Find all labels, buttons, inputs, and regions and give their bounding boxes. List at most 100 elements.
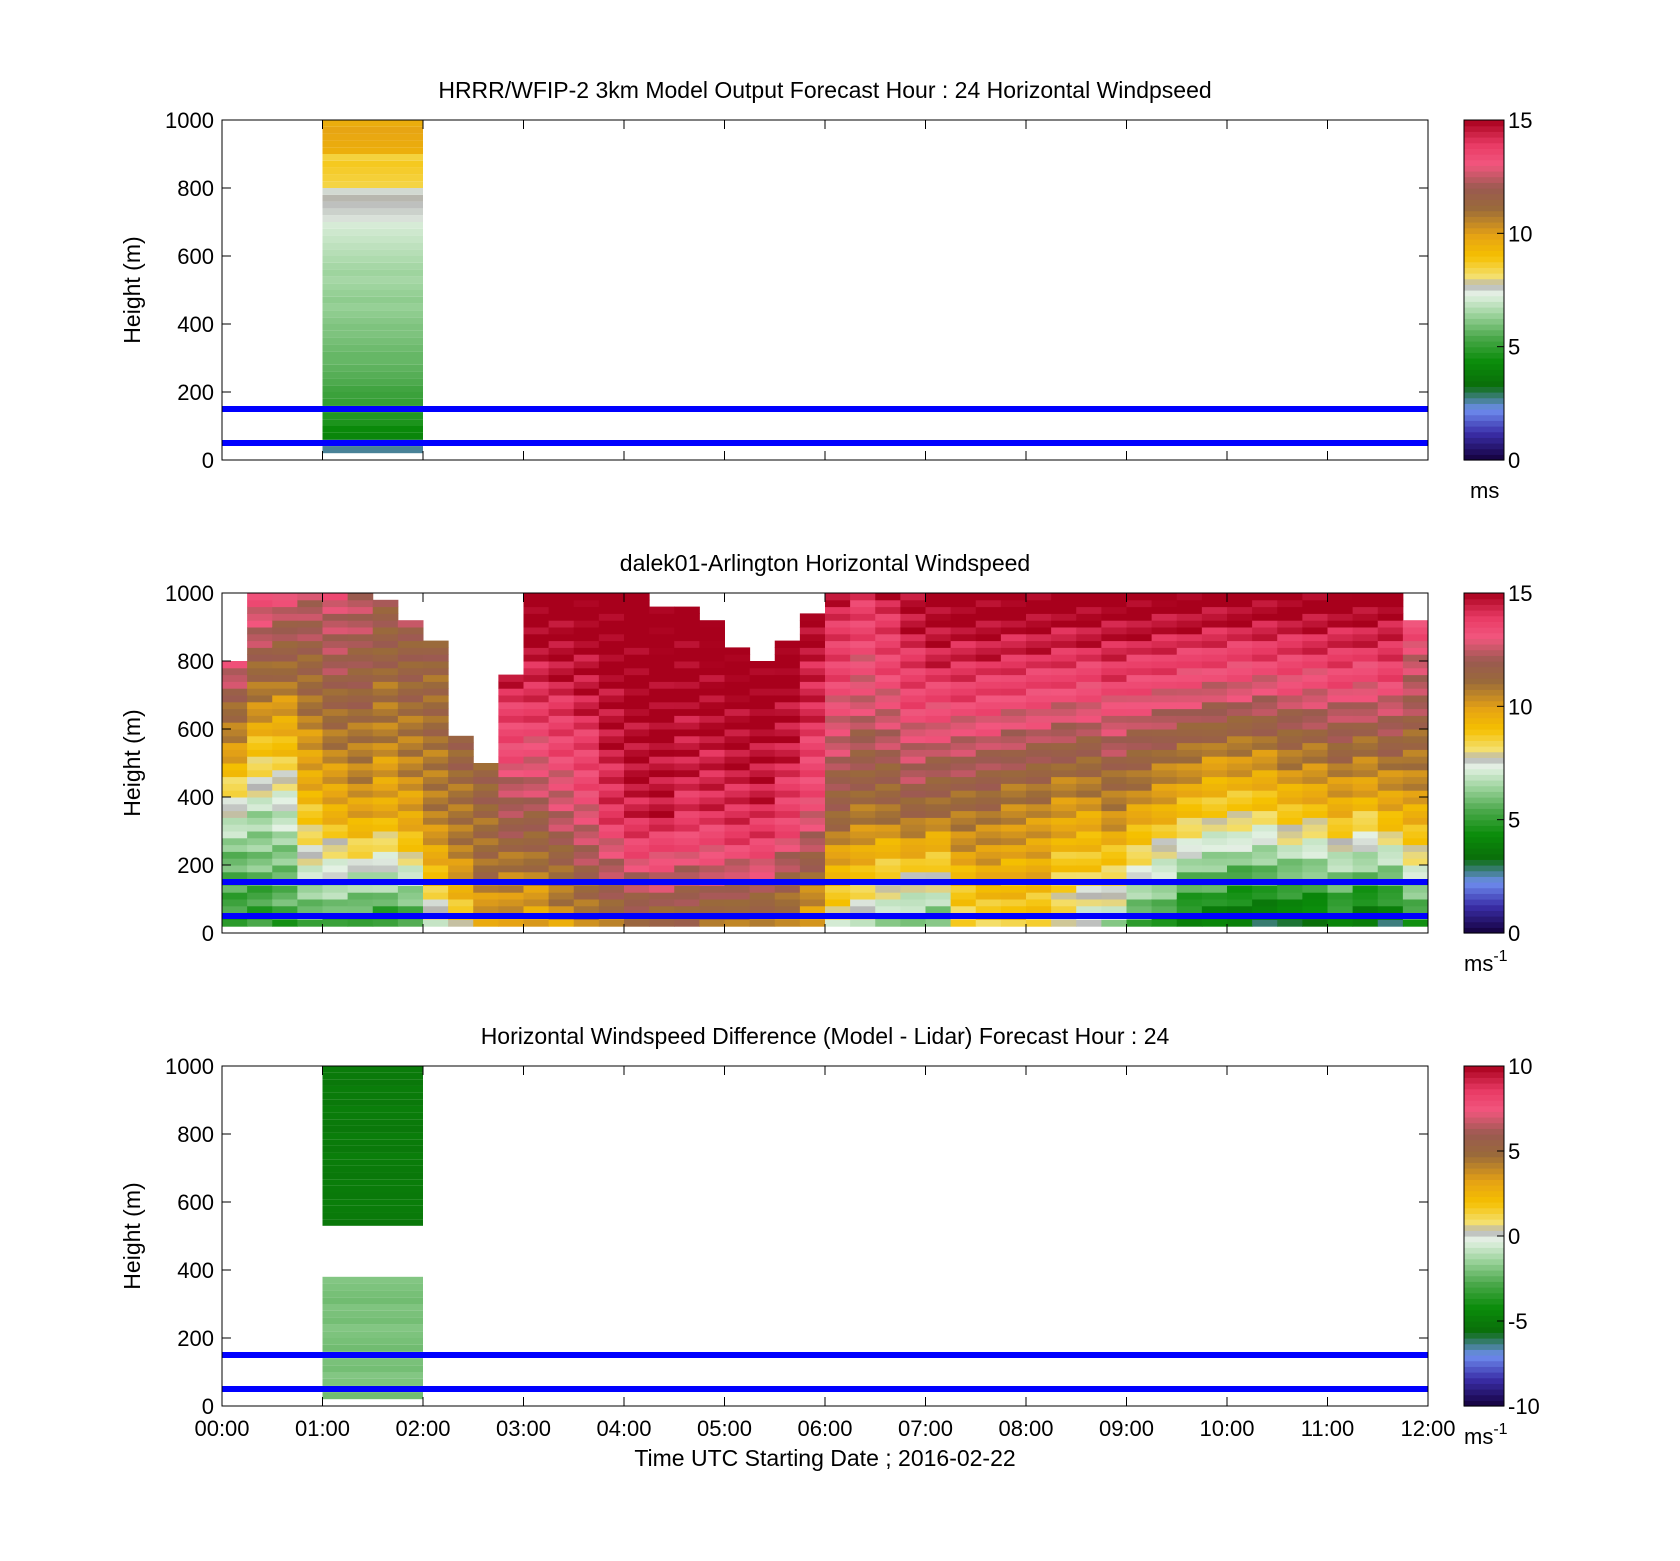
lidar-cell <box>1377 851 1404 859</box>
lidar-cell <box>247 735 273 744</box>
lidar-cell <box>825 790 851 798</box>
lidar-cell <box>1126 667 1153 676</box>
lidar-cell <box>448 735 474 744</box>
lidar-cell <box>1176 769 1203 778</box>
lidar-cell <box>1076 756 1102 764</box>
lidar-cell <box>397 640 424 648</box>
lidar-cell <box>523 627 550 635</box>
lidar-cell <box>372 606 399 614</box>
colorbar-segment <box>1464 1383 1504 1390</box>
lidar-cell <box>1277 681 1303 689</box>
colorbar-segment <box>1464 233 1504 240</box>
reference-lines <box>222 1352 1428 1392</box>
lidar-cell <box>925 593 952 601</box>
lidar-cell <box>272 640 298 648</box>
lidar-cell <box>1000 810 1027 818</box>
lidar-cell <box>699 776 725 784</box>
lidar-cell <box>1201 871 1228 880</box>
lidar-cell <box>900 865 926 873</box>
lidar-cell <box>900 756 926 764</box>
lidar-cell <box>1151 695 1178 703</box>
lidar-cell <box>1076 865 1102 873</box>
lidar-cell <box>222 674 248 682</box>
lidar-cell <box>850 735 876 744</box>
lidar-cell <box>850 620 876 628</box>
x-tick-label: 10:00 <box>1199 1416 1254 1441</box>
lidar-cell <box>498 919 524 927</box>
lidar-cell <box>1302 742 1328 750</box>
lidar-cell <box>573 695 600 703</box>
lidar-cell <box>1126 885 1153 893</box>
lidar-cell <box>850 817 876 825</box>
lidar-cell <box>774 790 801 798</box>
lidar-cell <box>347 633 374 642</box>
lidar-cell <box>1402 742 1429 750</box>
lidar-cell <box>598 871 625 880</box>
model-cell <box>322 378 423 386</box>
lidar-cell <box>1051 803 1077 812</box>
lidar-cell <box>1302 695 1328 703</box>
lidar-cell <box>1227 790 1253 798</box>
lidar-cell <box>1151 763 1178 771</box>
lidar-cell <box>649 695 675 703</box>
lidar-cell <box>1402 892 1429 900</box>
lidar-cell <box>1377 667 1404 676</box>
lidar-cell <box>573 892 600 900</box>
lidar-cell <box>649 837 675 846</box>
lidar-cell <box>322 620 349 628</box>
lidar-cell <box>1302 647 1328 655</box>
colorbar-segment <box>1464 632 1504 639</box>
lidar-cell <box>1252 695 1278 703</box>
lidar-cell <box>825 865 851 873</box>
lidar-cell <box>875 803 901 812</box>
lidar-cell <box>674 695 700 703</box>
lidar-cell <box>925 742 952 750</box>
lidar-cell <box>875 715 901 723</box>
colorbar-segment <box>1464 1151 1504 1158</box>
lidar-cell <box>799 749 826 757</box>
lidar-cell <box>598 735 625 744</box>
model-cell <box>322 228 423 236</box>
lidar-cell <box>799 783 826 791</box>
model-cell <box>322 1378 423 1386</box>
lidar-cell <box>598 851 625 859</box>
lidar-cell <box>1227 844 1253 852</box>
lidar-cell <box>1327 688 1354 696</box>
lidar-cell <box>1201 599 1228 608</box>
lidar-cell <box>975 633 1002 642</box>
lidar-cell <box>548 790 575 798</box>
lidar-cell <box>799 892 826 900</box>
lidar-cell <box>297 756 323 764</box>
lidar-cell <box>247 613 273 621</box>
lidar-cell <box>322 640 349 648</box>
lidar-cell <box>850 892 876 900</box>
model-cell <box>322 412 423 420</box>
colorbar-segment <box>1464 182 1504 189</box>
lidar-cell <box>699 905 725 914</box>
lidar-cell <box>975 885 1002 893</box>
lidar-cell <box>1101 756 1127 764</box>
lidar-cell <box>900 681 926 689</box>
lidar-cell <box>322 654 349 662</box>
lidar-cell <box>1151 756 1178 764</box>
lidar-cell <box>247 831 273 839</box>
lidar-cell <box>573 756 600 764</box>
lidar-cell <box>950 640 977 648</box>
lidar-cell <box>1227 647 1253 655</box>
y-tick-label: 600 <box>177 1190 214 1215</box>
lidar-cell <box>1227 824 1253 832</box>
y-tick-label: 0 <box>202 448 214 473</box>
model-windspeed-panel: HRRR/WFIP-2 3km Model Output Forecast Ho… <box>119 77 1532 503</box>
lidar-cell <box>1076 599 1102 608</box>
lidar-cell <box>749 729 776 737</box>
lidar-cell <box>925 919 952 927</box>
lidar-cell <box>925 674 952 682</box>
lidar-cell <box>548 695 575 703</box>
lidar-cell <box>1252 824 1278 832</box>
colorbar-segment <box>1464 1349 1504 1356</box>
lidar-cell <box>1151 810 1178 818</box>
lidar-cell <box>1277 613 1303 621</box>
lidar-cell <box>674 817 700 825</box>
lidar-cell <box>448 837 474 846</box>
y-tick-label: 1000 <box>165 108 214 133</box>
